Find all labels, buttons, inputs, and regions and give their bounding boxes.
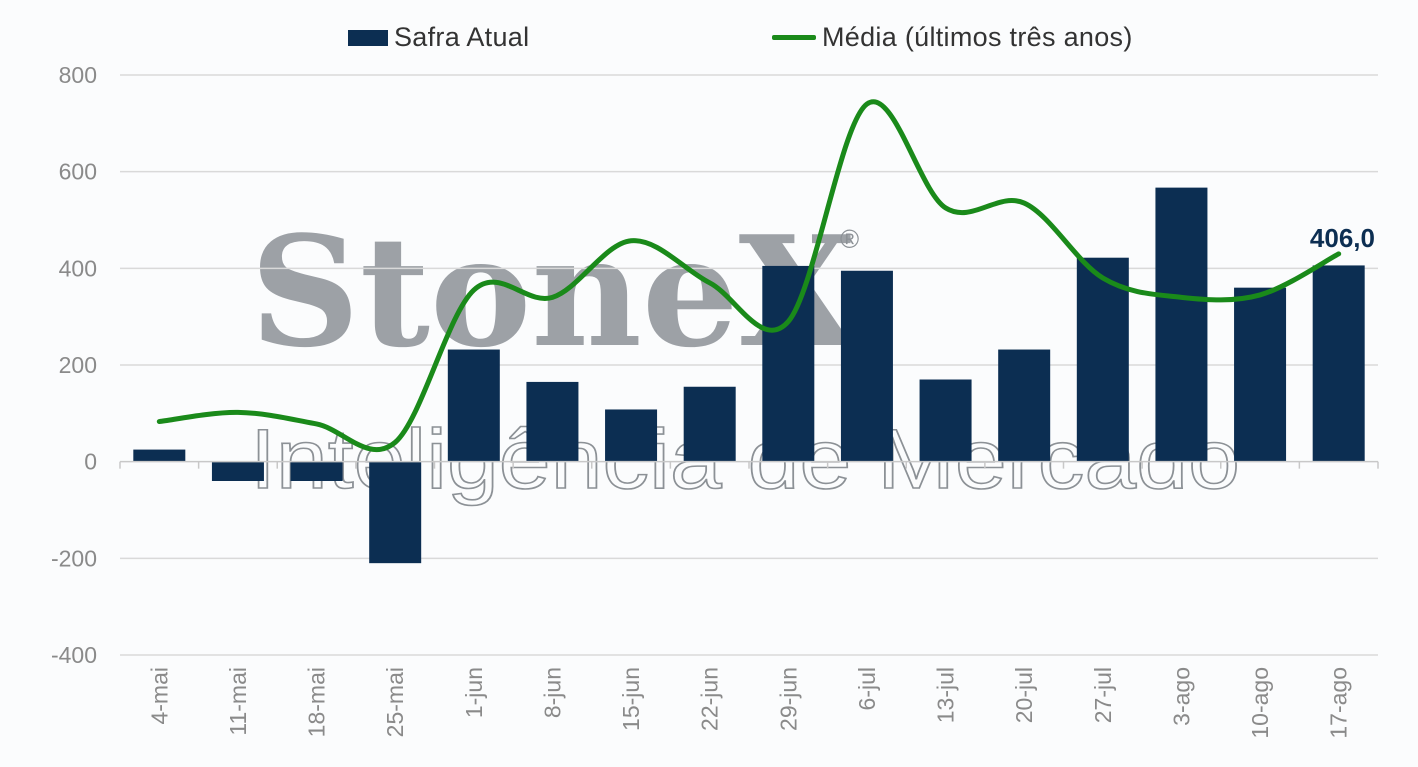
bar-15-jun <box>605 409 658 462</box>
bar-11-mai <box>211 461 264 481</box>
bar-18-mai <box>290 461 343 481</box>
x-tick-label: 13-jul <box>933 667 959 723</box>
x-tick-label: 1-jun <box>461 667 487 718</box>
x-tick-label: 18-mai <box>304 667 330 737</box>
annotation-last-value: 406,0 <box>1310 223 1375 253</box>
x-tick-labels: 4-mai 11-mai 18-mai 25-mai 1-jun 8-jun 15-jun 2… <box>146 667 1351 739</box>
bar-22-jun <box>683 386 736 462</box>
bar-10-ago <box>1234 287 1287 462</box>
bar-20-jul <box>998 349 1051 462</box>
x-tick-label: 8-jun <box>539 667 565 718</box>
x-tick-label: 6-jul <box>854 667 880 710</box>
bar-3-ago <box>1155 187 1208 462</box>
y-tick-label: -200 <box>51 545 97 571</box>
x-tick-label: 3-ago <box>1168 667 1194 726</box>
line-points-media <box>159 103 1339 443</box>
watermark-registered: ® <box>840 224 859 254</box>
bar-series-safra-atual <box>133 187 1365 564</box>
bar-6-jul <box>840 270 893 462</box>
x-tick-label: 20-jul <box>1011 667 1037 723</box>
bar-13-jul <box>919 379 972 462</box>
bar-27-jul <box>1076 257 1129 462</box>
bar-1-jun <box>447 349 500 462</box>
y-tick-label: 800 <box>59 62 97 88</box>
x-tick-label: 27-jul <box>1090 667 1116 723</box>
y-tick-label: 0 <box>84 449 97 475</box>
x-tick-label: 22-jun <box>697 667 723 731</box>
x-tick-label: 25-mai <box>382 667 408 737</box>
legend-swatch-line <box>772 35 816 40</box>
chart-legend: Safra Atual Média (últimos três anos) <box>0 22 1418 62</box>
y-tick-label: 200 <box>59 352 97 378</box>
x-tick-label: 29-jun <box>775 667 801 731</box>
x-tick-label: 4-mai <box>146 667 172 725</box>
line-series-media <box>156 99 1342 452</box>
legend-item-safra-atual: Safra Atual <box>348 22 529 53</box>
x-tick-label: 17-ago <box>1326 667 1352 739</box>
legend-swatch-bar <box>348 29 388 46</box>
y-tick-label: 600 <box>59 159 97 185</box>
x-axis <box>119 460 1379 469</box>
y-tick-label: 400 <box>59 255 97 281</box>
bar-29-jun <box>762 265 815 462</box>
y-tick-label: -400 <box>51 642 97 668</box>
watermark-brand: StoneX <box>250 202 857 381</box>
legend-label-safra-atual: Safra Atual <box>394 22 530 52</box>
bar-8-jun <box>526 381 579 462</box>
bar-25-mai <box>369 461 422 564</box>
legend-label-media: Média (últimos três anos) <box>822 22 1133 52</box>
x-tick-label: 11-mai <box>225 667 251 736</box>
legend-item-media: Média (últimos três anos) <box>772 22 1133 53</box>
bar-4-mai <box>133 449 186 462</box>
x-tick-label: 10-ago <box>1247 667 1273 739</box>
x-tick-label: 15-jun <box>618 667 644 731</box>
bar-17-ago <box>1312 265 1365 462</box>
